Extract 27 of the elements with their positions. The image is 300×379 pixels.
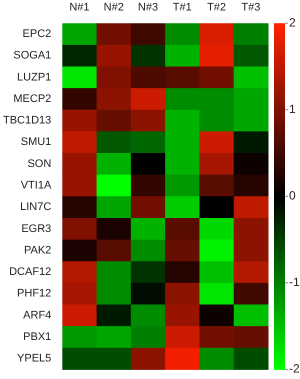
color-bar-label: 2 bbox=[289, 16, 296, 30]
y-tick-label: MECP2 bbox=[13, 92, 52, 105]
color-bar-label: 1 bbox=[289, 102, 296, 116]
x-tick-label: N#3 bbox=[138, 2, 158, 14]
y-tick-label: YPEL5 bbox=[17, 352, 52, 365]
x-tick-label: N#1 bbox=[69, 2, 90, 14]
x-tick-label: T#2 bbox=[207, 2, 226, 14]
color-bar-label: -1 bbox=[289, 275, 300, 290]
y-tick-label: EPC2 bbox=[22, 28, 52, 40]
y-tick-label: EGR3 bbox=[21, 222, 52, 235]
y-tick-label: TBC1D13 bbox=[3, 114, 52, 127]
y-tick-label: DCAF12 bbox=[9, 266, 52, 278]
x-tick-label: T#1 bbox=[172, 2, 192, 14]
y-tick-label: SON bbox=[27, 158, 52, 170]
y-tick-label: VTI1A bbox=[20, 180, 52, 192]
x-tick-label: N#2 bbox=[104, 2, 124, 14]
color-bar-label: -2 bbox=[289, 362, 300, 376]
y-tick-label: LUZP1 bbox=[17, 71, 52, 84]
y-tick-label: SMU1 bbox=[20, 136, 52, 148]
y-tick-label: PBX1 bbox=[23, 330, 52, 343]
color-bar-label: 0 bbox=[289, 188, 296, 203]
y-tick-label: SOGA1 bbox=[13, 50, 52, 62]
y-tick-label: PHF12 bbox=[17, 288, 52, 300]
y-tick-label: LIN7C bbox=[20, 201, 52, 214]
y-tick-label: PAK2 bbox=[24, 244, 52, 256]
x-tick-label: T#3 bbox=[241, 2, 260, 14]
y-tick-label: ARF4 bbox=[23, 309, 52, 322]
